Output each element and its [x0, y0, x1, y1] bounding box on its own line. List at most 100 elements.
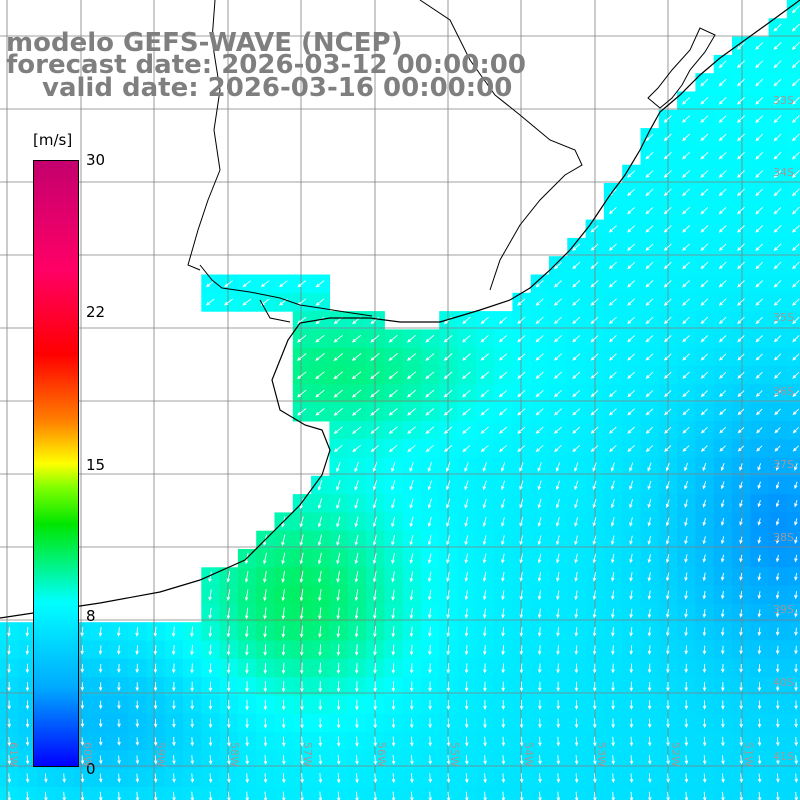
- wind-arrow: [627, 316, 636, 325]
- wind-speed-cell: [695, 786, 715, 800]
- wind-arrow: [407, 334, 416, 343]
- wind-arrow: [425, 353, 435, 361]
- wind-speed-cell: [201, 786, 221, 800]
- wind-arrow: [517, 353, 526, 361]
- wind-arrow: [684, 517, 688, 527]
- wind-arrow: [684, 627, 688, 637]
- wind-arrow: [480, 389, 489, 398]
- wind-arrow: [736, 42, 745, 50]
- wind-arrow: [135, 663, 139, 674]
- wind-arrow: [409, 516, 414, 528]
- wind-arrow: [336, 754, 341, 766]
- wind-arrow: [555, 535, 560, 546]
- wind-speed-cell: [109, 786, 129, 800]
- wind-arrow: [409, 498, 414, 509]
- wind-arrow: [317, 480, 323, 491]
- wind-arrow: [773, 206, 782, 215]
- wind-arrow: [372, 571, 377, 583]
- wind-arrow: [7, 663, 11, 674]
- wind-arrow: [792, 371, 800, 379]
- wind-arrow: [519, 755, 524, 765]
- wind-arrow: [409, 699, 414, 711]
- wind-arrow: [682, 445, 690, 452]
- wind-arrow: [498, 371, 508, 379]
- wind-arrow: [647, 462, 652, 472]
- wind-arrow: [794, 718, 798, 729]
- wind-arrow: [773, 60, 782, 69]
- wind-speed-cell: [0, 786, 19, 800]
- wind-arrow: [7, 755, 12, 765]
- wind-arrow: [682, 426, 690, 434]
- wind-arrow: [62, 773, 66, 783]
- wind-arrow: [775, 663, 780, 673]
- wind-arrow: [208, 626, 212, 638]
- wind-arrow: [388, 426, 398, 434]
- wind-speed-cell: [786, 585, 800, 605]
- wind-arrow: [553, 298, 562, 306]
- wind-arrow: [775, 573, 780, 581]
- wind-arrow: [351, 371, 362, 380]
- wind-arrow: [373, 718, 378, 729]
- wind-arrow: [98, 719, 103, 728]
- wind-arrow: [700, 170, 709, 178]
- wind-arrow: [791, 206, 800, 215]
- wind-arrow: [666, 773, 670, 784]
- wind-arrow: [227, 791, 231, 800]
- wind-arrow: [718, 225, 727, 233]
- wind-arrow: [645, 261, 654, 270]
- wind-arrow: [464, 516, 469, 527]
- wind-arrow: [80, 719, 85, 728]
- wind-arrow: [702, 536, 707, 545]
- wind-arrow: [663, 371, 672, 379]
- lon-label: 58W: [228, 742, 241, 767]
- wind-arrow: [172, 718, 176, 728]
- wind-arrow: [242, 298, 252, 306]
- wind-arrow: [480, 353, 489, 361]
- wind-arrow: [702, 645, 707, 655]
- wind-arrow: [535, 353, 544, 361]
- wind-arrow: [756, 427, 763, 434]
- wind-arrow: [773, 151, 782, 160]
- wind-arrow: [464, 535, 469, 546]
- wind-arrow: [700, 261, 709, 270]
- wind-speed-cell: [475, 786, 495, 800]
- wind-arrow: [517, 316, 526, 325]
- wind-arrow: [318, 699, 323, 711]
- wind-arrow: [354, 552, 359, 565]
- wind-arrow: [336, 498, 341, 510]
- wind-arrow: [427, 553, 432, 564]
- wind-arrow: [757, 773, 762, 783]
- colorbar-tick-8: 8: [86, 607, 96, 625]
- wind-arrow: [627, 408, 635, 416]
- wind-arrow: [737, 316, 745, 325]
- wind-arrow: [794, 755, 798, 765]
- wind-arrow: [355, 791, 359, 800]
- wind-arrow: [80, 645, 84, 655]
- wind-speed-cell: [256, 786, 276, 800]
- wind-arrow: [791, 188, 800, 197]
- wind-arrow: [391, 534, 396, 546]
- lat-label: 33S: [773, 94, 794, 107]
- wind-arrow: [572, 371, 581, 379]
- wind-arrow: [610, 462, 615, 472]
- wind-arrow: [627, 335, 636, 343]
- wind-arrow: [611, 590, 615, 601]
- wind-arrow: [773, 96, 782, 105]
- wind-arrow: [590, 261, 599, 270]
- wind-arrow: [665, 590, 670, 600]
- wind-arrow: [483, 773, 487, 784]
- wind-arrow: [480, 334, 489, 343]
- wind-arrow: [684, 663, 688, 674]
- wind-arrow: [666, 663, 670, 674]
- wind-arrow: [739, 682, 743, 692]
- wind-arrow: [208, 718, 213, 729]
- wind-arrow: [227, 736, 231, 747]
- wind-arrow: [720, 609, 725, 618]
- wind-speed-cell: [420, 786, 440, 800]
- wind-arrow: [608, 316, 617, 325]
- lon-label: 56W: [375, 742, 388, 767]
- wind-arrow: [465, 754, 469, 765]
- wind-arrow: [736, 115, 745, 124]
- wind-arrow: [737, 335, 745, 343]
- wind-arrow: [428, 699, 432, 711]
